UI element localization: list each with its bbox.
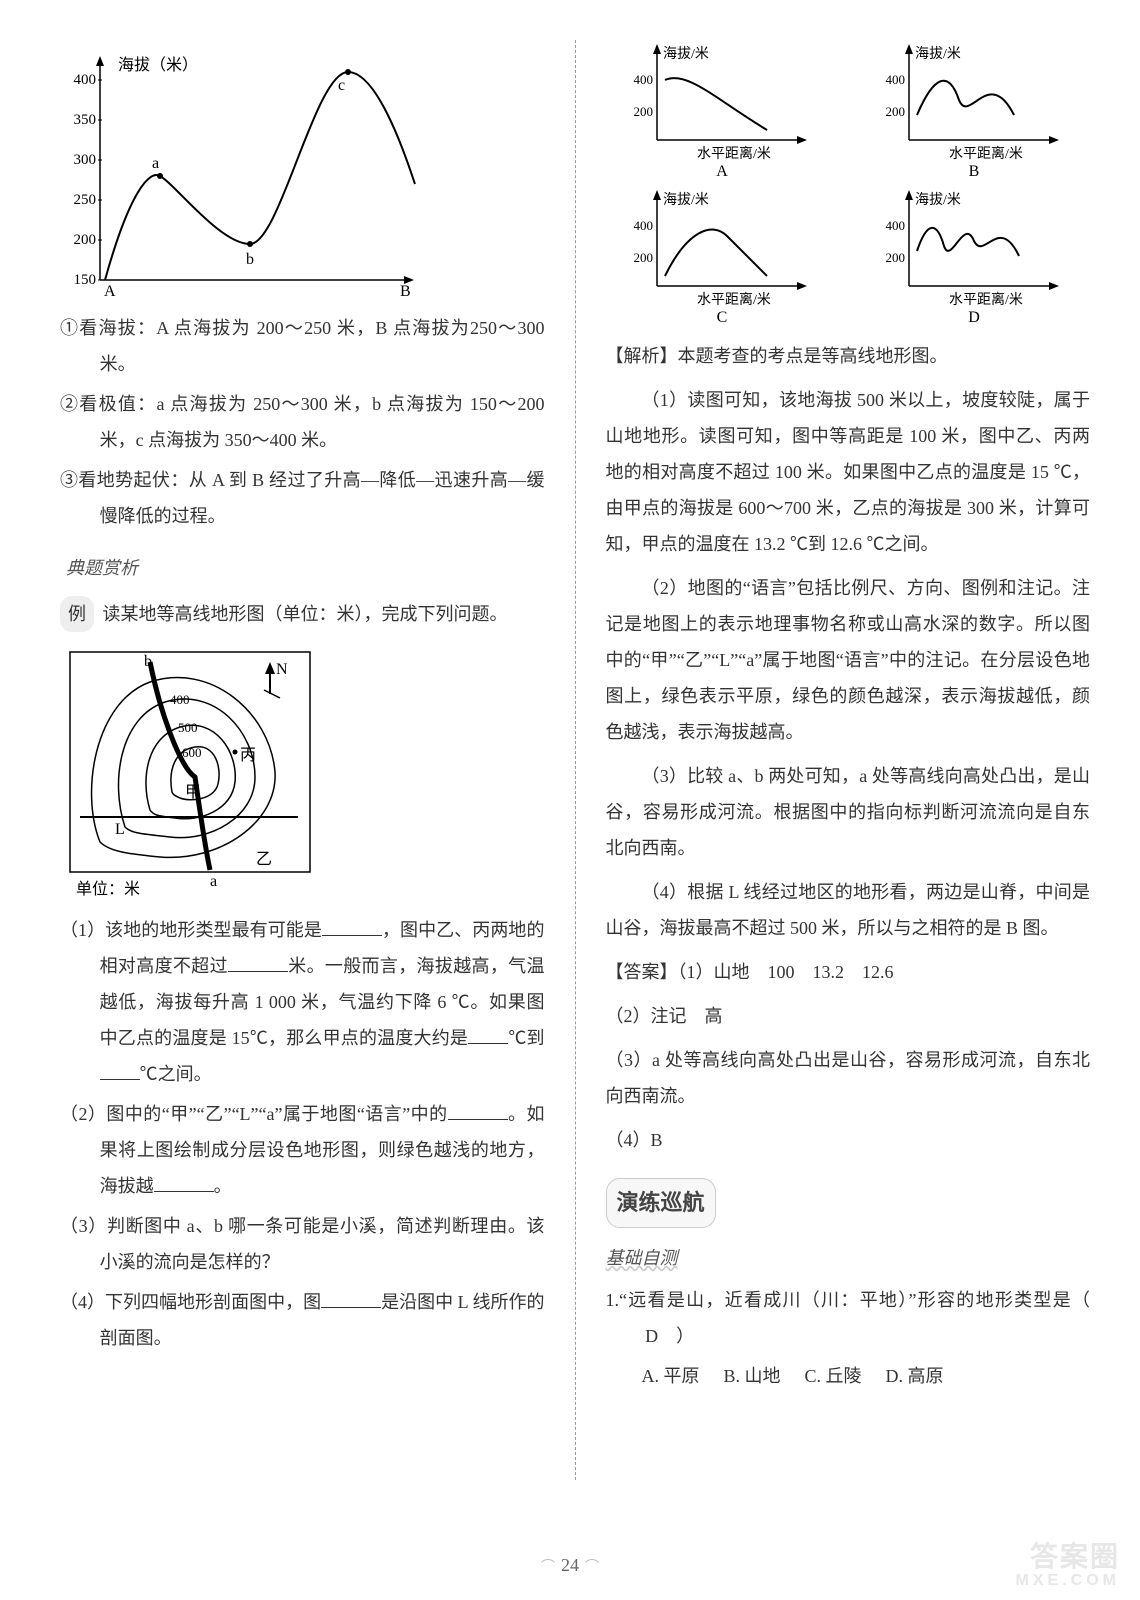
question-4: （4）下列四幅地形剖面图中，图是沿图中 L 线所作的剖面图。 bbox=[60, 1284, 545, 1356]
svg-text:500: 500 bbox=[178, 720, 198, 735]
page-number: 24 bbox=[535, 1555, 605, 1576]
svg-text:B: B bbox=[969, 163, 980, 180]
example-intro: 例 读某地等高线地形图（单位：米），完成下列问题。 bbox=[60, 596, 545, 632]
svg-text:B: B bbox=[400, 283, 411, 300]
analysis-4: （4）根据 L 线经过地区的地形看，两边是山脊，中间是山谷，海拔最高不超过 50… bbox=[606, 874, 1091, 946]
watermark-line2: MXE.COM bbox=[1016, 1572, 1120, 1590]
svg-text:甲: 甲 bbox=[185, 784, 201, 801]
sub-heading: 基础自测 bbox=[606, 1240, 1091, 1276]
svg-text:b: b bbox=[144, 653, 152, 670]
answer-1: 【答案】（1）山地 100 13.2 12.6 bbox=[606, 954, 1091, 990]
svg-text:A: A bbox=[716, 163, 728, 180]
option-b: B. 山地 bbox=[724, 1358, 781, 1394]
svg-text:200: 200 bbox=[885, 104, 905, 119]
svg-text:水平距离/米: 水平距离/米 bbox=[949, 291, 1023, 308]
svg-text:150: 150 bbox=[74, 272, 97, 288]
svg-text:400: 400 bbox=[170, 692, 190, 707]
watermark-line1: 答案圈 bbox=[1016, 1542, 1120, 1573]
svg-text:200: 200 bbox=[633, 250, 653, 265]
svg-text:乙: 乙 bbox=[256, 851, 272, 868]
option-c: C. 丘陵 bbox=[805, 1358, 862, 1394]
svg-text:C: C bbox=[716, 309, 727, 326]
section-tag: 典题赏析 bbox=[60, 548, 144, 588]
watermark: 答案圈 MXE.COM bbox=[1016, 1542, 1120, 1590]
option-a: A. 平原 bbox=[642, 1358, 700, 1394]
option-d: D. 高原 bbox=[886, 1358, 944, 1394]
left-column: 150 200 250 300 350 400 海拔（米） a b c bbox=[60, 40, 545, 1480]
svg-text:200: 200 bbox=[633, 104, 653, 119]
svg-text:海拔/米: 海拔/米 bbox=[915, 46, 961, 62]
svg-text:水平距离/米: 水平距离/米 bbox=[949, 145, 1023, 162]
practice-heading: 演练巡航 bbox=[606, 1178, 716, 1228]
svg-text:L: L bbox=[115, 821, 125, 838]
practice-q1: 1.“远看是山，近看成川（川：平地）”形容的地形类型是（ D ） bbox=[606, 1282, 1091, 1354]
example-text: 读某地等高线地形图（单位：米），完成下列问题。 bbox=[103, 604, 508, 624]
para-3: ③看地势起伏：从 A 到 B 经过了升高—降低—迅速升高—缓慢降低的过程。 bbox=[60, 462, 545, 534]
mini-chart-a: 海拔/米 200 400 水平距离/米 A bbox=[627, 40, 817, 180]
svg-text:b: b bbox=[246, 251, 254, 268]
example-label: 例 bbox=[60, 596, 94, 632]
practice-q1-options: A. 平原 B. 山地 C. 丘陵 D. 高原 bbox=[606, 1358, 1091, 1394]
svg-text:水平距离/米: 水平距离/米 bbox=[697, 145, 771, 162]
svg-text:海拔/米: 海拔/米 bbox=[663, 46, 709, 62]
svg-text:D: D bbox=[968, 309, 980, 326]
right-column: 海拔/米 200 400 水平距离/米 A 海拔/米 200 400 水平 bbox=[606, 40, 1091, 1480]
svg-text:250: 250 bbox=[74, 192, 97, 208]
question-3: （3）判断图中 a、b 哪一条可能是小溪，简述判断理由。该小溪的流向是怎样的？ bbox=[60, 1208, 545, 1280]
svg-text:600: 600 bbox=[182, 745, 202, 760]
question-2: （2）图中的“甲”“乙”“L”“a”属于地图“语言”中的。如果将上图绘制成分层设… bbox=[60, 1096, 545, 1204]
svg-text:丙: 丙 bbox=[240, 747, 256, 764]
answer-3: （3）a 处等高线向高处凸出是山谷，容易形成河流，自东北向西南流。 bbox=[606, 1042, 1091, 1114]
svg-text:N: N bbox=[276, 661, 288, 678]
svg-text:400: 400 bbox=[885, 218, 905, 233]
svg-text:A: A bbox=[104, 283, 116, 300]
mini-chart-b: 海拔/米 200 400 水平距离/米 B bbox=[879, 40, 1069, 180]
question-1: （1）该地的地形类型最有可能是，图中乙、丙两地的相对高度不超过米。一般而言，海拔… bbox=[60, 912, 545, 1092]
svg-text:300: 300 bbox=[74, 152, 97, 168]
analysis-intro: 【解析】本题考查的考点是等高线地形图。 bbox=[606, 338, 1091, 374]
svg-text:400: 400 bbox=[633, 72, 653, 87]
answer-4: （4）B bbox=[606, 1122, 1091, 1158]
elevation-chart: 150 200 250 300 350 400 海拔（米） a b c bbox=[60, 50, 545, 300]
contour-map: N b a 乙 丙 甲 bbox=[60, 642, 545, 902]
svg-text:350: 350 bbox=[74, 112, 97, 128]
mini-chart-c: 海拔/米 200 400 水平距离/米 C bbox=[627, 186, 817, 326]
column-divider bbox=[575, 40, 576, 1480]
analysis-2: （2）地图的“语言”包括比例尺、方向、图例和注记。注记是地图上的表示地理事物名称… bbox=[606, 570, 1091, 750]
svg-text:200: 200 bbox=[74, 232, 97, 248]
svg-text:c: c bbox=[338, 77, 345, 94]
analysis-1: （1）读图可知，该地海拔 500 米以上，坡度较陡，属于山地地形。读图可知，图中… bbox=[606, 382, 1091, 562]
svg-text:400: 400 bbox=[885, 72, 905, 87]
mini-charts: 海拔/米 200 400 水平距离/米 A 海拔/米 200 400 水平 bbox=[606, 40, 1091, 326]
analysis-3: （3）比较 a、b 两处可知，a 处等高线向高处凸出，是山谷，容易形成河流。根据… bbox=[606, 758, 1091, 866]
svg-text:水平距离/米: 水平距离/米 bbox=[697, 291, 771, 308]
chart-ylabel: 海拔（米） bbox=[118, 56, 198, 74]
answer-2: （2）注记 高 bbox=[606, 998, 1091, 1034]
svg-text:400: 400 bbox=[74, 72, 97, 88]
svg-text:单位：米: 单位：米 bbox=[76, 880, 140, 898]
svg-text:a: a bbox=[152, 155, 159, 172]
mini-chart-d: 海拔/米 200 400 水平距离/米 D bbox=[879, 186, 1069, 326]
para-1: ①看海拔：A 点海拔为 200～250 米，B 点海拔为250～300 米。 bbox=[60, 310, 545, 382]
svg-text:400: 400 bbox=[633, 218, 653, 233]
para-2: ②看极值：a 点海拔为 250～300 米，b 点海拔为 150～200 米，c… bbox=[60, 386, 545, 458]
svg-text:200: 200 bbox=[885, 250, 905, 265]
svg-text:海拔/米: 海拔/米 bbox=[663, 192, 709, 208]
svg-text:海拔/米: 海拔/米 bbox=[915, 192, 961, 208]
svg-text:a: a bbox=[210, 873, 217, 890]
